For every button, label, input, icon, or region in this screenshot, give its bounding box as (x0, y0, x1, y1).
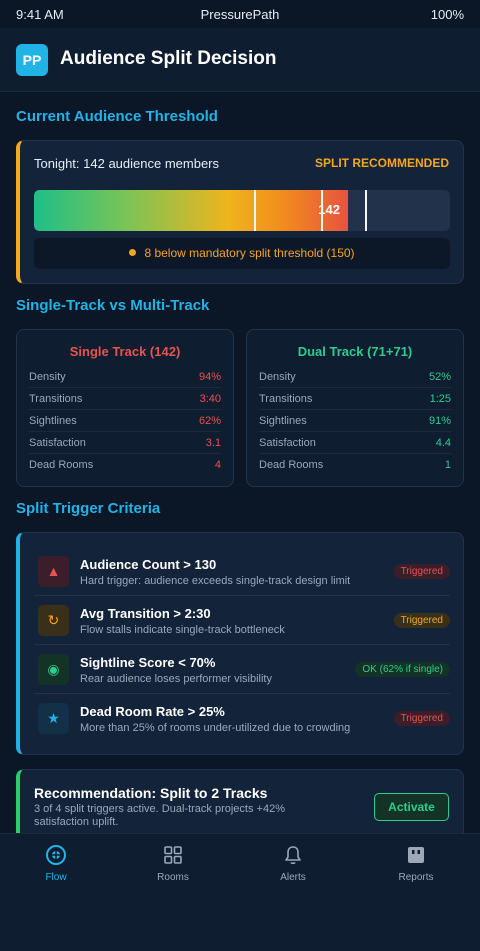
metric-row: Dead Rooms 1 (259, 454, 451, 476)
app-header: PP Audience Split Decision (0, 28, 480, 92)
status-battery: 100% (430, 7, 464, 22)
metric-value: 1 (444, 459, 451, 471)
grid-icon (164, 846, 182, 864)
criteria-desc: Rear audience loses performer visibility (80, 673, 272, 685)
metric-row: Sightlines 62% (29, 410, 221, 432)
metric-label: Sightlines (259, 415, 307, 427)
threshold-tick-130 (321, 190, 323, 231)
star-icon: ★ (38, 703, 69, 734)
metric-value: 52% (428, 371, 451, 383)
criteria-section-title: Split Trigger Criteria (16, 500, 161, 517)
metric-row: Transitions 3:40 (29, 388, 221, 410)
audience-bar-value: 142 (318, 202, 340, 217)
metric-row: Dead Rooms 4 (29, 454, 221, 476)
metric-value: 62% (198, 415, 221, 427)
threshold-card: Tonight: 142 audience members SPLIT RECO… (16, 140, 464, 284)
nav-item-alerts[interactable]: Alerts (233, 844, 353, 892)
criteria-item[interactable]: ↻ Avg Transition > 2:30 Flow stalls indi… (34, 596, 450, 645)
audience-bar-fill: 142 (34, 190, 348, 231)
metric-label: Satisfaction (29, 437, 86, 449)
criteria-title: Avg Transition > 2:30 (80, 606, 211, 621)
report-icon (408, 847, 424, 863)
criteria-card: ▲ Audience Count > 130 Hard trigger: aud… (16, 532, 464, 755)
target-icon: ◉ (38, 654, 69, 685)
nav-label: Reports (398, 872, 434, 883)
criteria-title: Audience Count > 130 (80, 557, 217, 572)
status-badge: OK (62% if single) (355, 662, 450, 677)
single-track-title: Single Track (142) (69, 344, 181, 359)
metric-row: Density 94% (29, 366, 221, 388)
status-badge: Triggered (393, 613, 450, 628)
bottom-nav: Flow Rooms Alerts Reports (0, 833, 480, 951)
warning-dot-icon (129, 249, 137, 257)
nav-label: Alerts (280, 872, 306, 883)
metric-label: Density (259, 371, 296, 383)
threshold-note-text: 8 below mandatory split threshold (150) (144, 246, 355, 260)
recommendation-card: Recommendation: Split to 2 Tracks 3 of 4… (16, 769, 464, 841)
audience-threshold-bar: 142 (34, 190, 450, 231)
app-logo: PP (16, 44, 48, 76)
refresh-icon: ↻ (38, 605, 69, 636)
metric-label: Satisfaction (259, 437, 316, 449)
threshold-tick-100 (254, 190, 256, 231)
nav-item-reports[interactable]: Reports (356, 844, 476, 892)
nav-label: Rooms (157, 872, 189, 883)
status-bar: 9:41 AM PressurePath 100% (0, 0, 480, 28)
criteria-desc: Flow stalls indicate single-track bottle… (80, 624, 285, 636)
threshold-section-title: Current Audience Threshold (16, 108, 218, 125)
metric-label: Dead Rooms (259, 459, 324, 471)
metric-value: 4 (214, 459, 221, 471)
metric-value: 3.1 (205, 437, 221, 449)
metric-label: Transitions (29, 393, 83, 405)
bell-icon (285, 846, 301, 865)
status-badge: Triggered (393, 711, 450, 726)
tonight-count: Tonight: 142 audience members (34, 156, 220, 171)
warning-triangle-icon: ▲ (38, 556, 69, 587)
recommendation-desc: 3 of 4 split triggers active. Dual-track… (34, 803, 285, 828)
criteria-title: Sightline Score < 70% (80, 655, 216, 670)
metric-label: Density (29, 371, 66, 383)
threshold-tick-150 (365, 190, 367, 231)
page-title: Audience Split Decision (60, 48, 277, 69)
metric-label: Sightlines (29, 415, 77, 427)
criteria-item[interactable]: ★ Dead Room Rate > 25% More than 25% of … (34, 694, 450, 743)
metric-value: 91% (428, 415, 451, 427)
dual-track-title: Dual Track (71+71) (297, 344, 413, 359)
metric-label: Transitions (259, 393, 313, 405)
status-badge: Triggered (393, 564, 450, 579)
threshold-note: 8 below mandatory split threshold (150) (34, 238, 450, 269)
criteria-item[interactable]: ▲ Audience Count > 130 Hard trigger: aud… (34, 547, 450, 596)
criteria-desc: More than 25% of rooms under-utilized du… (80, 722, 351, 734)
status-time: 9:41 AM (16, 7, 64, 22)
activate-button[interactable]: Activate (374, 793, 449, 821)
criteria-title: Dead Room Rate > 25% (80, 704, 225, 719)
metric-value: 4.4 (435, 437, 451, 449)
split-status-badge: SPLIT RECOMMENDED (314, 156, 449, 170)
criteria-desc: Hard trigger: audience exceeds single-tr… (80, 575, 351, 587)
metric-row: Density 52% (259, 366, 451, 388)
recommendation-title: Recommendation: Split to 2 Tracks (34, 785, 268, 801)
metric-row: Transitions 1:25 (259, 388, 451, 410)
metric-value: 3:40 (199, 393, 221, 405)
metric-value: 94% (198, 371, 221, 383)
flow-icon (46, 845, 66, 865)
dual-track-card: Dual Track (71+71) Density 52% Transitio… (246, 329, 464, 487)
status-carrier: PressurePath (200, 7, 280, 22)
nav-item-flow[interactable]: Flow (0, 844, 116, 892)
nav-label: Flow (45, 872, 67, 883)
criteria-item[interactable]: ◉ Sightline Score < 70% Rear audience lo… (34, 645, 450, 694)
single-track-card: Single Track (142) Density 94% Transitio… (16, 329, 234, 487)
comparison-section-title: Single-Track vs Multi-Track (16, 297, 210, 314)
metric-row: Sightlines 91% (259, 410, 451, 432)
metric-label: Dead Rooms (29, 459, 94, 471)
metric-row: Satisfaction 3.1 (29, 432, 221, 454)
nav-item-rooms[interactable]: Rooms (113, 844, 233, 892)
metric-row: Satisfaction 4.4 (259, 432, 451, 454)
metric-value: 1:25 (429, 393, 451, 405)
